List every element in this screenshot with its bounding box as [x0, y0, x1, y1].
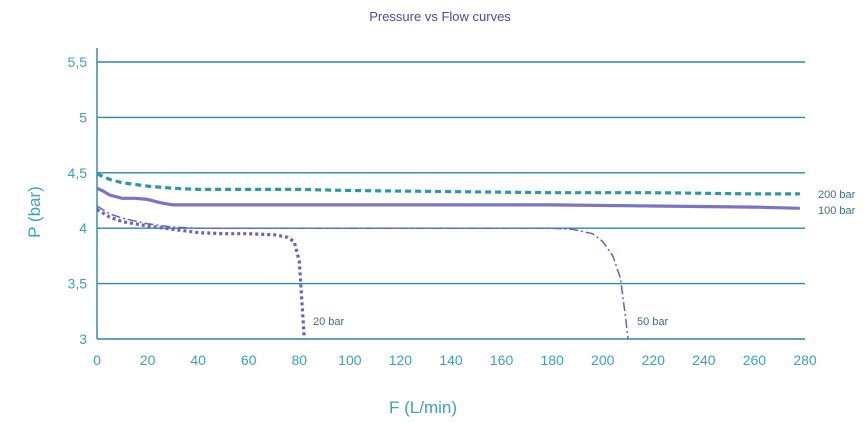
series-label: 100 bar	[818, 205, 856, 217]
x-tick-label: 60	[241, 352, 257, 368]
x-tick-label: 120	[389, 352, 413, 368]
series-labels: 200 bar 100 bar 50 bar 20 bar	[313, 189, 856, 328]
x-tick-label: 40	[190, 352, 206, 368]
y-tick-label: 5	[79, 109, 87, 125]
x-tick-label: 220	[642, 352, 666, 368]
series-lines	[96, 172, 800, 340]
series-label: 200 bar	[818, 189, 856, 201]
y-tick-label: 3	[79, 331, 87, 347]
x-axis-title: F (L/min)	[389, 398, 457, 417]
y-tick-label: 4	[79, 220, 87, 236]
series-line-3	[96, 208, 306, 340]
chart-title: Pressure vs Flow curves	[369, 9, 511, 24]
series-label: 20 bar	[313, 316, 345, 328]
x-tick-label: 160	[490, 352, 514, 368]
y-tick-label: 3,5	[68, 276, 88, 292]
x-tick-label: 80	[291, 352, 307, 368]
grid	[97, 61, 805, 340]
series-line-0	[96, 172, 800, 196]
x-tick-label: 260	[743, 352, 767, 368]
y-axis-title: P (bar)	[25, 186, 44, 238]
x-tick-label: 0	[93, 352, 101, 368]
y-tick-label: 5,5	[68, 54, 88, 70]
x-tick-label: 240	[692, 352, 716, 368]
series-line-1	[96, 186, 800, 210]
x-tick-label: 140	[439, 352, 463, 368]
y-tick-label: 4,5	[68, 165, 88, 181]
series-line-2	[96, 205, 629, 340]
series-label: 50 bar	[637, 316, 669, 328]
x-tick-label: 200	[591, 352, 615, 368]
y-axis-ticks: 3 3,5 4 4,5 5 5,5	[68, 54, 88, 347]
x-axis-ticks: 0 20 40 60 80 100 120 140 160 180 200 220 240 260 280	[93, 352, 817, 368]
x-tick-label: 280	[793, 352, 817, 368]
x-tick-label: 100	[338, 352, 362, 368]
x-tick-label: 20	[140, 352, 156, 368]
x-tick-label: 180	[540, 352, 564, 368]
